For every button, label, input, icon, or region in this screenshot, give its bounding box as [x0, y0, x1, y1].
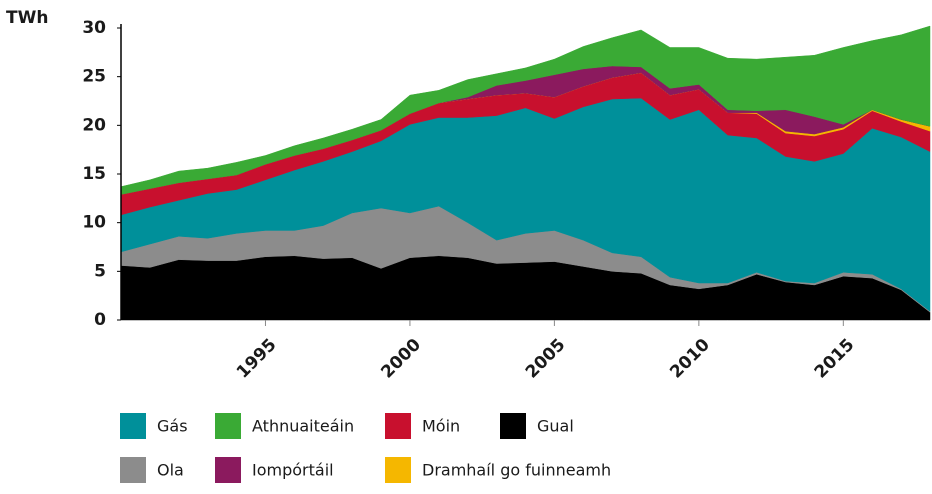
legend-label: Gual: [537, 417, 574, 436]
x-tick-label: 2010: [666, 335, 714, 383]
legend-swatch: [215, 457, 241, 483]
legend-swatch: [500, 413, 526, 439]
y-tick-label: 20: [82, 115, 106, 135]
legend-label: Móin: [422, 417, 460, 436]
legend-swatch: [385, 457, 411, 483]
legend-label: Iompórtáil: [252, 461, 334, 480]
legend-swatch: [120, 457, 146, 483]
legend-label: Ola: [157, 461, 184, 480]
y-tick-label: 10: [82, 213, 106, 233]
y-tick-label: 0: [94, 310, 106, 330]
y-tick-label: 30: [82, 18, 106, 38]
x-tick-label: 2000: [377, 335, 425, 383]
legend-swatch: [385, 413, 411, 439]
x-tick-label: 1995: [233, 335, 281, 383]
y-tick-label: 15: [82, 164, 106, 184]
y-axis-label: TWh: [6, 8, 48, 28]
y-tick-label: 25: [82, 67, 106, 87]
x-tick-label: 2005: [522, 335, 570, 383]
legend-label: Athnuaiteáin: [252, 417, 354, 436]
legend-label: Dramhaíl go fuinneamh: [422, 461, 611, 480]
y-tick-label: 5: [94, 261, 106, 281]
legend-swatch: [120, 413, 146, 439]
legend-swatch: [215, 413, 241, 439]
x-tick-label: 2015: [811, 335, 859, 383]
area: [120, 25, 931, 195]
legend-label: Gás: [157, 417, 188, 436]
